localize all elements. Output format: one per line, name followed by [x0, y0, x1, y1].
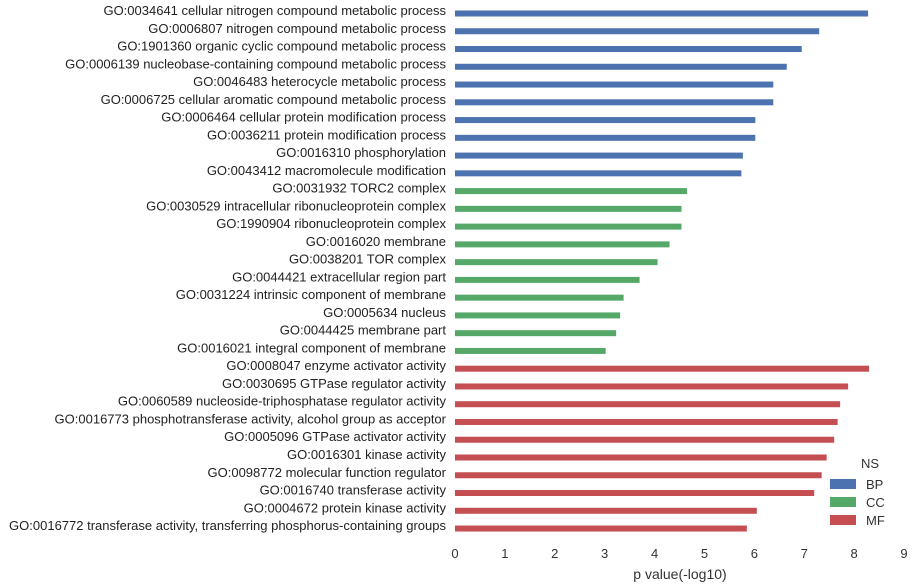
category-label-0: GO:0034641 cellular nitrogen compound me…: [103, 3, 446, 18]
category-label-22: GO:0060589 nucleoside-triphosphatase reg…: [118, 394, 447, 409]
category-label-3: GO:0006139 nucleobase-containing compoun…: [65, 56, 446, 71]
category-label-14: GO:0038201 TOR complex: [289, 252, 447, 267]
bar-mf-20: [455, 365, 870, 372]
x-axis-label: p value(-log10): [633, 566, 726, 582]
bar-cc-18: [455, 330, 617, 337]
category-label-18: GO:0044425 membrane part: [280, 323, 447, 338]
category-label-9: GO:0043412 macromolecule modification: [207, 163, 446, 178]
legend-label-bp: BP: [866, 476, 884, 492]
bar-cc-11: [455, 205, 682, 212]
bar-cc-10: [455, 188, 687, 195]
x-axis-ticks: 0 1 2 3 4 5 6 7 8 9: [451, 546, 907, 561]
bar-bp-8: [455, 152, 743, 159]
category-label-5: GO:0006725 cellular aromatic compound me…: [101, 92, 447, 107]
bars-layer: [455, 10, 870, 532]
category-label-27: GO:0016740 transferase activity: [260, 483, 447, 498]
category-label-29: GO:0016772 transferase activity, transfe…: [9, 518, 446, 533]
category-label-19: GO:0016021 integral component of membran…: [177, 340, 446, 355]
bar-bp-7: [455, 134, 756, 141]
bar-cc-16: [455, 294, 624, 301]
category-labels: GO:0034641 cellular nitrogen compound me…: [9, 3, 447, 533]
legend-label-cc: CC: [866, 494, 885, 510]
x-tick-label-9: 9: [900, 546, 907, 561]
category-label-12: GO:1990904 ribonucleoprotein complex: [216, 216, 446, 231]
x-tick-label-4: 4: [651, 546, 658, 561]
x-tick-label-6: 6: [751, 546, 758, 561]
bar-mf-22: [455, 401, 841, 408]
category-label-6: GO:0006464 cellular protein modification…: [161, 110, 446, 125]
legend-label-mf: MF: [866, 512, 885, 528]
category-label-28: GO:0004672 protein kinase activity: [244, 500, 447, 515]
bar-mf-24: [455, 436, 835, 443]
bar-bp-9: [455, 170, 742, 177]
category-label-8: GO:0016310 phosphorylation: [276, 145, 446, 160]
bar-mf-27: [455, 490, 815, 497]
category-label-20: GO:0008047 enzyme activator activity: [226, 358, 446, 373]
bar-bp-0: [455, 10, 869, 17]
x-tick-label-0: 0: [451, 546, 458, 561]
x-tick-label-3: 3: [601, 546, 608, 561]
x-tick-label-7: 7: [801, 546, 808, 561]
bar-cc-15: [455, 276, 640, 283]
x-tick-label-2: 2: [551, 546, 558, 561]
category-label-24: GO:0005096 GTPase activator activity: [224, 429, 446, 444]
bar-mf-21: [455, 383, 849, 390]
legend-title: NS: [860, 456, 880, 471]
category-label-16: GO:0031224 intrinsic component of membra…: [176, 287, 446, 302]
bar-mf-29: [455, 525, 747, 532]
category-label-7: GO:0036211 protein modification process: [207, 127, 446, 142]
category-label-4: GO:0046483 heterocycle metabolic process: [193, 74, 446, 89]
x-tick-label-5: 5: [701, 546, 708, 561]
bar-cc-13: [455, 241, 670, 248]
category-label-11: GO:0030529 intracellular ribonucleoprote…: [146, 198, 446, 213]
x-tick-label-8: 8: [850, 546, 857, 561]
bar-cc-14: [455, 259, 658, 266]
category-label-13: GO:0016020 membrane: [306, 234, 446, 249]
category-label-1: GO:0006807 nitrogen compound metabolic p…: [148, 21, 446, 36]
bar-bp-5: [455, 99, 774, 106]
category-label-2: GO:1901360 organic cyclic compound metab…: [117, 39, 446, 54]
legend: NS BP CC MF: [830, 456, 906, 529]
bar-mf-25: [455, 454, 827, 461]
bar-cc-12: [455, 223, 682, 230]
legend-swatch-mf: [830, 515, 856, 525]
x-tick-label-1: 1: [501, 546, 508, 561]
category-label-15: GO:0044421 extracellular region part: [232, 269, 446, 284]
category-label-25: GO:0016301 kinase activity: [287, 447, 446, 462]
bar-mf-26: [455, 472, 822, 479]
legend-item-cc: CC: [830, 493, 906, 511]
bar-mf-28: [455, 507, 757, 514]
bar-bp-3: [455, 63, 787, 70]
bar-bp-4: [455, 81, 774, 88]
bar-cc-17: [455, 312, 621, 319]
category-label-10: GO:0031932 TORC2 complex: [272, 181, 446, 196]
category-label-17: GO:0005634 nucleus: [323, 305, 446, 320]
bar-mf-23: [455, 418, 838, 425]
category-label-21: GO:0030695 GTPase regulator activity: [222, 376, 447, 391]
bar-bp-1: [455, 28, 820, 35]
bar-cc-19: [455, 347, 606, 354]
bar-bp-2: [455, 46, 802, 53]
legend-item-bp: BP: [830, 475, 906, 493]
legend-swatch-bp: [830, 479, 856, 489]
legend-item-mf: MF: [830, 511, 906, 529]
legend-swatch-cc: [830, 497, 856, 507]
category-label-26: GO:0098772 molecular function regulator: [208, 465, 447, 480]
bar-bp-6: [455, 117, 756, 124]
category-label-23: GO:0016773 phosphotransferase activity, …: [55, 411, 447, 426]
